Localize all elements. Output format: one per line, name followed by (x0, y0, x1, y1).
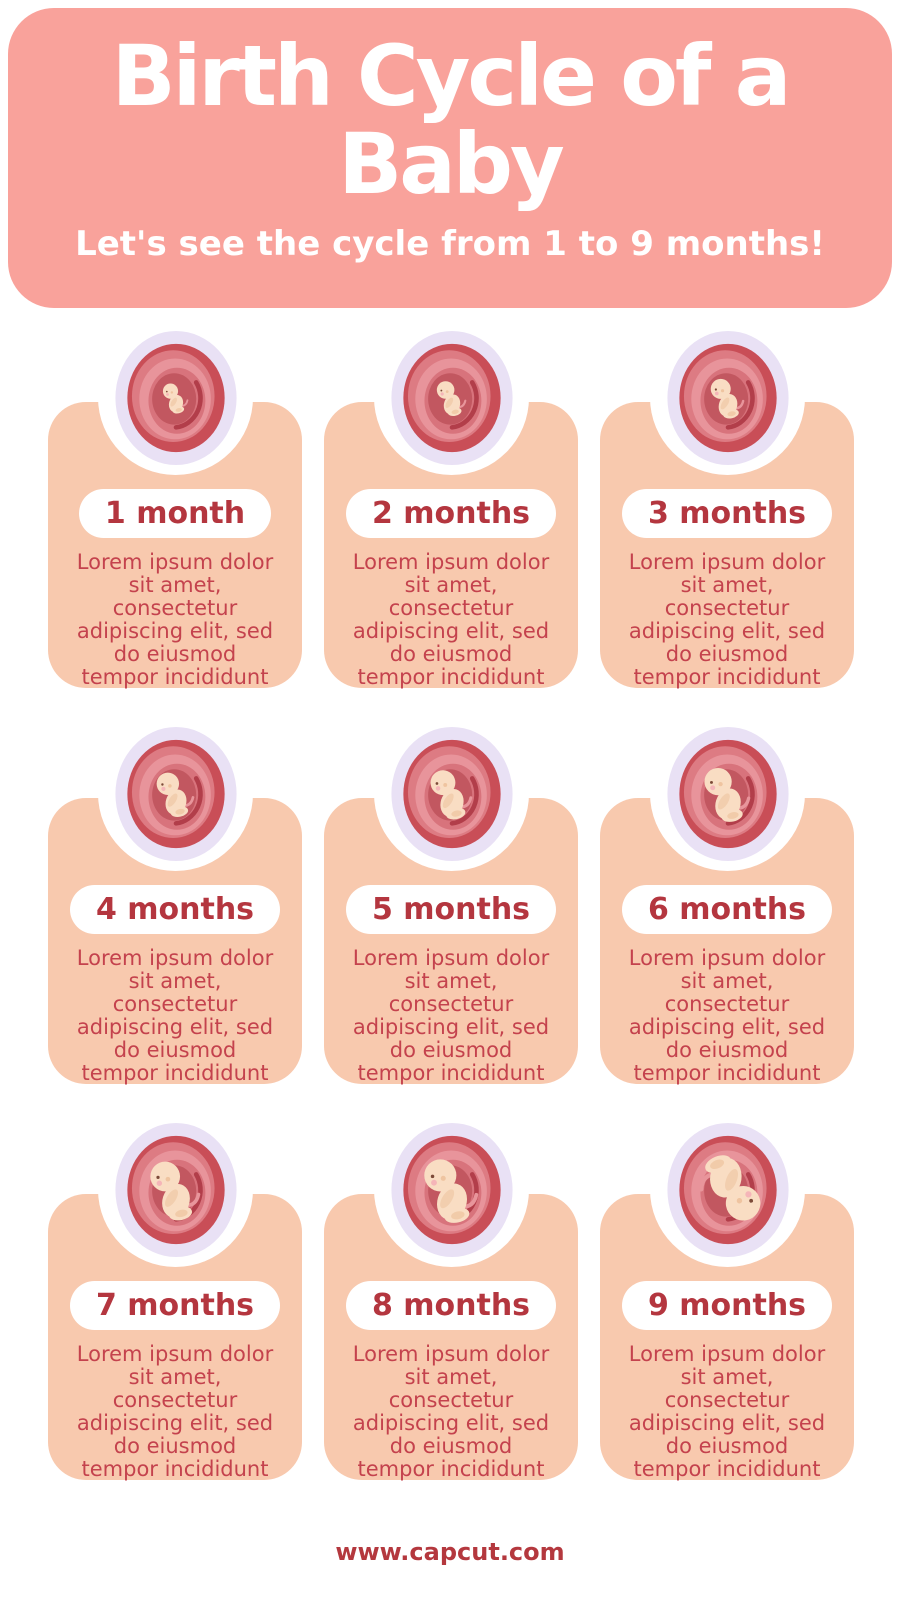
month-label-pill: 7 months (69, 1281, 281, 1330)
fetus-in-womb-month-3 (666, 330, 789, 465)
fetus-in-womb-month-5 (390, 726, 513, 861)
month-description: Lorem ipsum dolor sit amet, consectetur … (352, 550, 550, 689)
month-label: 4 months (95, 892, 255, 927)
month-label: 6 months (647, 892, 807, 927)
womb-medallion (98, 716, 253, 871)
womb-medallion (98, 1112, 253, 1267)
fetus-in-womb-month-6 (666, 726, 789, 861)
card-month-4: 4 months Lorem ipsum dolor sit amet, con… (48, 716, 302, 1085)
month-label: 7 months (95, 1288, 255, 1323)
month-label: 2 months (371, 496, 531, 531)
month-label: 9 months (647, 1288, 807, 1323)
month-label-pill: 9 months (621, 1281, 833, 1330)
month-cards-grid: 1 month Lorem ipsum dolor sit amet, cons… (48, 320, 854, 1481)
month-description: Lorem ipsum dolor sit amet, consectetur … (76, 1342, 274, 1481)
card-month-3: 3 months Lorem ipsum dolor sit amet, con… (600, 320, 854, 689)
month-description: Lorem ipsum dolor sit amet, consectetur … (76, 550, 274, 689)
month-label-pill: 5 months (345, 885, 557, 934)
month-description: Lorem ipsum dolor sit amet, consectetur … (628, 946, 826, 1085)
womb-medallion (374, 1112, 529, 1267)
fetus-in-womb-month-8 (390, 1122, 513, 1257)
header-banner: Birth Cycle of a Baby Let's see the cycl… (8, 8, 892, 308)
card-month-8: 8 months Lorem ipsum dolor sit amet, con… (324, 1112, 578, 1481)
womb-medallion (374, 716, 529, 871)
month-label: 1 month (104, 496, 246, 531)
month-label-pill: 6 months (621, 885, 833, 934)
card-month-9: 9 months Lorem ipsum dolor sit amet, con… (600, 1112, 854, 1481)
page-title: Birth Cycle of a Baby (111, 27, 792, 213)
month-label-pill: 2 months (345, 489, 557, 538)
month-label-pill: 3 months (621, 489, 833, 538)
card-month-6: 6 months Lorem ipsum dolor sit amet, con… (600, 716, 854, 1085)
month-description: Lorem ipsum dolor sit amet, consectetur … (352, 1342, 550, 1481)
womb-medallion (650, 1112, 805, 1267)
womb-medallion (650, 320, 805, 475)
month-label: 8 months (371, 1288, 531, 1323)
womb-medallion (98, 320, 253, 475)
page-subtitle: Let's see the cycle from 1 to 9 months! (75, 224, 825, 264)
fetus-in-womb-month-1 (114, 330, 237, 465)
fetus-in-womb-month-4 (114, 726, 237, 861)
card-month-7: 7 months Lorem ipsum dolor sit amet, con… (48, 1112, 302, 1481)
womb-medallion (650, 716, 805, 871)
womb-medallion (374, 320, 529, 475)
footer-website: www.capcut.com (335, 1538, 565, 1566)
month-label-pill: 4 months (69, 885, 281, 934)
fetus-in-womb-month-7 (114, 1122, 237, 1257)
month-description: Lorem ipsum dolor sit amet, consectetur … (76, 946, 274, 1085)
month-label-pill: 8 months (345, 1281, 557, 1330)
month-description: Lorem ipsum dolor sit amet, consectetur … (352, 946, 550, 1085)
card-month-1: 1 month Lorem ipsum dolor sit amet, cons… (48, 320, 302, 689)
month-label: 3 months (647, 496, 807, 531)
card-month-5: 5 months Lorem ipsum dolor sit amet, con… (324, 716, 578, 1085)
month-label-pill: 1 month (78, 489, 272, 538)
card-month-2: 2 months Lorem ipsum dolor sit amet, con… (324, 320, 578, 689)
fetus-in-womb-month-2 (390, 330, 513, 465)
month-label: 5 months (371, 892, 531, 927)
fetus-in-womb-month-9 (666, 1122, 789, 1257)
month-description: Lorem ipsum dolor sit amet, consectetur … (628, 550, 826, 689)
month-description: Lorem ipsum dolor sit amet, consectetur … (628, 1342, 826, 1481)
